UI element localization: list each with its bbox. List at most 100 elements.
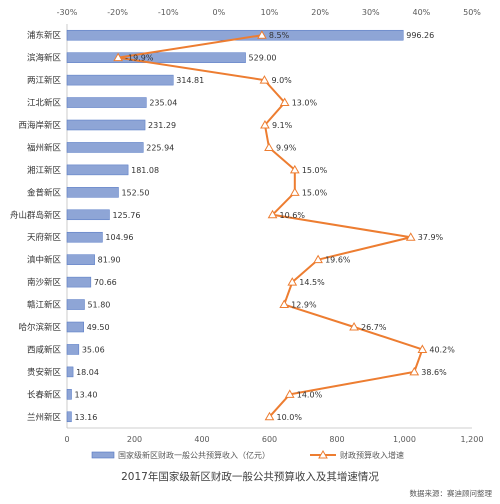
category-label: 浦东新区 xyxy=(27,30,62,41)
bar xyxy=(66,74,174,86)
line-point xyxy=(279,97,290,107)
line-point xyxy=(264,142,274,151)
line-point xyxy=(287,277,298,286)
chart-title: 2017年国家级新区财政一般公共预算收入及其增速情况 xyxy=(121,470,379,483)
bar-value-label: 35.06 xyxy=(82,345,105,354)
line-point xyxy=(409,366,420,376)
chart-source: 数据来源：赛迪顾问整理 xyxy=(410,488,493,498)
line-point xyxy=(289,164,300,174)
bar-value-label: 13.16 xyxy=(74,413,97,422)
bottom-axis-tick-label: 200 xyxy=(127,435,142,444)
bar-value-label: 152.50 xyxy=(121,188,149,197)
bar xyxy=(66,389,72,400)
top-axis-tick-label: 0% xyxy=(213,8,226,17)
category-label: 滇中新区 xyxy=(27,255,62,266)
bar xyxy=(66,411,72,423)
top-axis-tick-label: -10% xyxy=(158,8,179,17)
bar xyxy=(66,164,129,176)
line-point xyxy=(279,299,290,309)
top-axis-tick-label: 10% xyxy=(261,8,279,17)
line-value-label: 14.5% xyxy=(299,278,325,287)
line-value-label: 8.5% xyxy=(269,31,290,40)
line-value-label: 15.0% xyxy=(302,166,328,175)
bar xyxy=(66,344,80,355)
bar xyxy=(66,321,84,333)
bottom-axis-tick-label: 1,000 xyxy=(393,435,416,444)
category-label: 江北新区 xyxy=(27,98,62,109)
category-label: 福州新区 xyxy=(27,142,62,153)
line-value-labels: 8.5% -19.9% 9.0% 13.0% 9.1% 9.9% 15.0% 15.0% 10.… xyxy=(125,31,455,422)
line-value-label: 15.0% xyxy=(302,188,328,197)
line-point xyxy=(267,209,278,219)
bar xyxy=(66,97,147,108)
legend-line-label: 财政预算收入增速 xyxy=(340,450,404,460)
bar-value-label: 235.04 xyxy=(149,99,177,108)
bottom-axis-tick-label: 1,200 xyxy=(461,435,484,444)
line-point xyxy=(260,119,270,129)
bar-value-label: 314.81 xyxy=(176,76,204,85)
line-point xyxy=(259,75,270,84)
bar xyxy=(66,52,246,63)
line-value-label: 40.2% xyxy=(429,345,455,354)
line-point xyxy=(284,389,295,398)
bar-value-label: 104.96 xyxy=(105,233,133,242)
line-value-label: 13.0% xyxy=(292,99,318,108)
bottom-axis: 0 200 400 600 800 1,000 1,200 xyxy=(64,427,484,444)
line-value-label: 38.6% xyxy=(421,368,447,377)
top-axis-tick-label: 30% xyxy=(362,8,380,17)
top-axis-tick-label: -30% xyxy=(57,8,78,17)
category-label: 金普新区 xyxy=(27,187,62,198)
line-value-label: 12.9% xyxy=(291,301,317,310)
category-label: 舟山群岛新区 xyxy=(10,210,62,221)
line-value-label: 37.9% xyxy=(418,233,444,242)
line-value-label: 9.0% xyxy=(271,76,292,85)
bottom-axis-tick-label: 0 xyxy=(64,435,69,444)
bar-value-label: 51.80 xyxy=(87,301,110,310)
bar-series xyxy=(66,29,404,423)
line-point xyxy=(313,254,323,264)
top-axis-tick-label: 20% xyxy=(311,8,329,17)
legend-line-marker xyxy=(318,449,328,459)
growth-line xyxy=(117,34,424,418)
line-value-label: -19.9% xyxy=(125,54,154,63)
line-value-label: 9.9% xyxy=(276,143,297,152)
legend-bar-label: 国家级新区财政一般公共预算收入（亿元） xyxy=(118,450,270,460)
category-label: 西咸新区 xyxy=(27,344,62,355)
category-label: 贵安新区 xyxy=(27,367,62,378)
top-axis-tick-label: 40% xyxy=(412,8,430,17)
bar-value-label: 70.66 xyxy=(94,278,117,287)
category-label: 两江新区 xyxy=(27,75,62,86)
bar-value-label: 18.04 xyxy=(76,368,99,377)
bottom-axis-tick-label: 800 xyxy=(329,435,344,444)
bar-value-label: 13.40 xyxy=(75,390,98,399)
bar xyxy=(66,209,110,221)
category-label: 湘江新区 xyxy=(27,165,62,176)
line-point xyxy=(113,52,123,62)
bar xyxy=(66,119,146,131)
bar-value-labels: 996.26 529.00 314.81 235.04 231.29 225.94 181.… xyxy=(74,31,434,422)
line-series xyxy=(113,30,428,421)
bar xyxy=(66,276,92,288)
top-axis: -30% -20% -10% 0% 10% 20% 30% 40% 50% xyxy=(57,8,482,17)
line-point xyxy=(257,30,267,39)
bottom-axis-tick-label: 600 xyxy=(262,435,277,444)
bar-value-label: 181.08 xyxy=(131,166,159,175)
bar-value-label: 529.00 xyxy=(249,54,277,63)
legend-bar-swatch xyxy=(91,451,115,459)
bar xyxy=(66,299,85,310)
bar xyxy=(66,254,95,265)
bar xyxy=(66,366,74,378)
line-value-label: 10.0% xyxy=(277,413,303,422)
category-label: 滨海新区 xyxy=(27,53,62,64)
line-value-label: 9.1% xyxy=(272,121,293,130)
bar xyxy=(66,231,103,243)
category-label: 南沙新区 xyxy=(27,277,62,288)
bar-value-label: 225.94 xyxy=(146,143,174,152)
line-value-label: 10.6% xyxy=(280,211,306,220)
line-point xyxy=(264,411,275,421)
category-label: 西海岸新区 xyxy=(18,120,61,131)
bar-value-label: 231.29 xyxy=(148,121,176,130)
line-point xyxy=(349,321,359,331)
line-point xyxy=(417,344,428,353)
